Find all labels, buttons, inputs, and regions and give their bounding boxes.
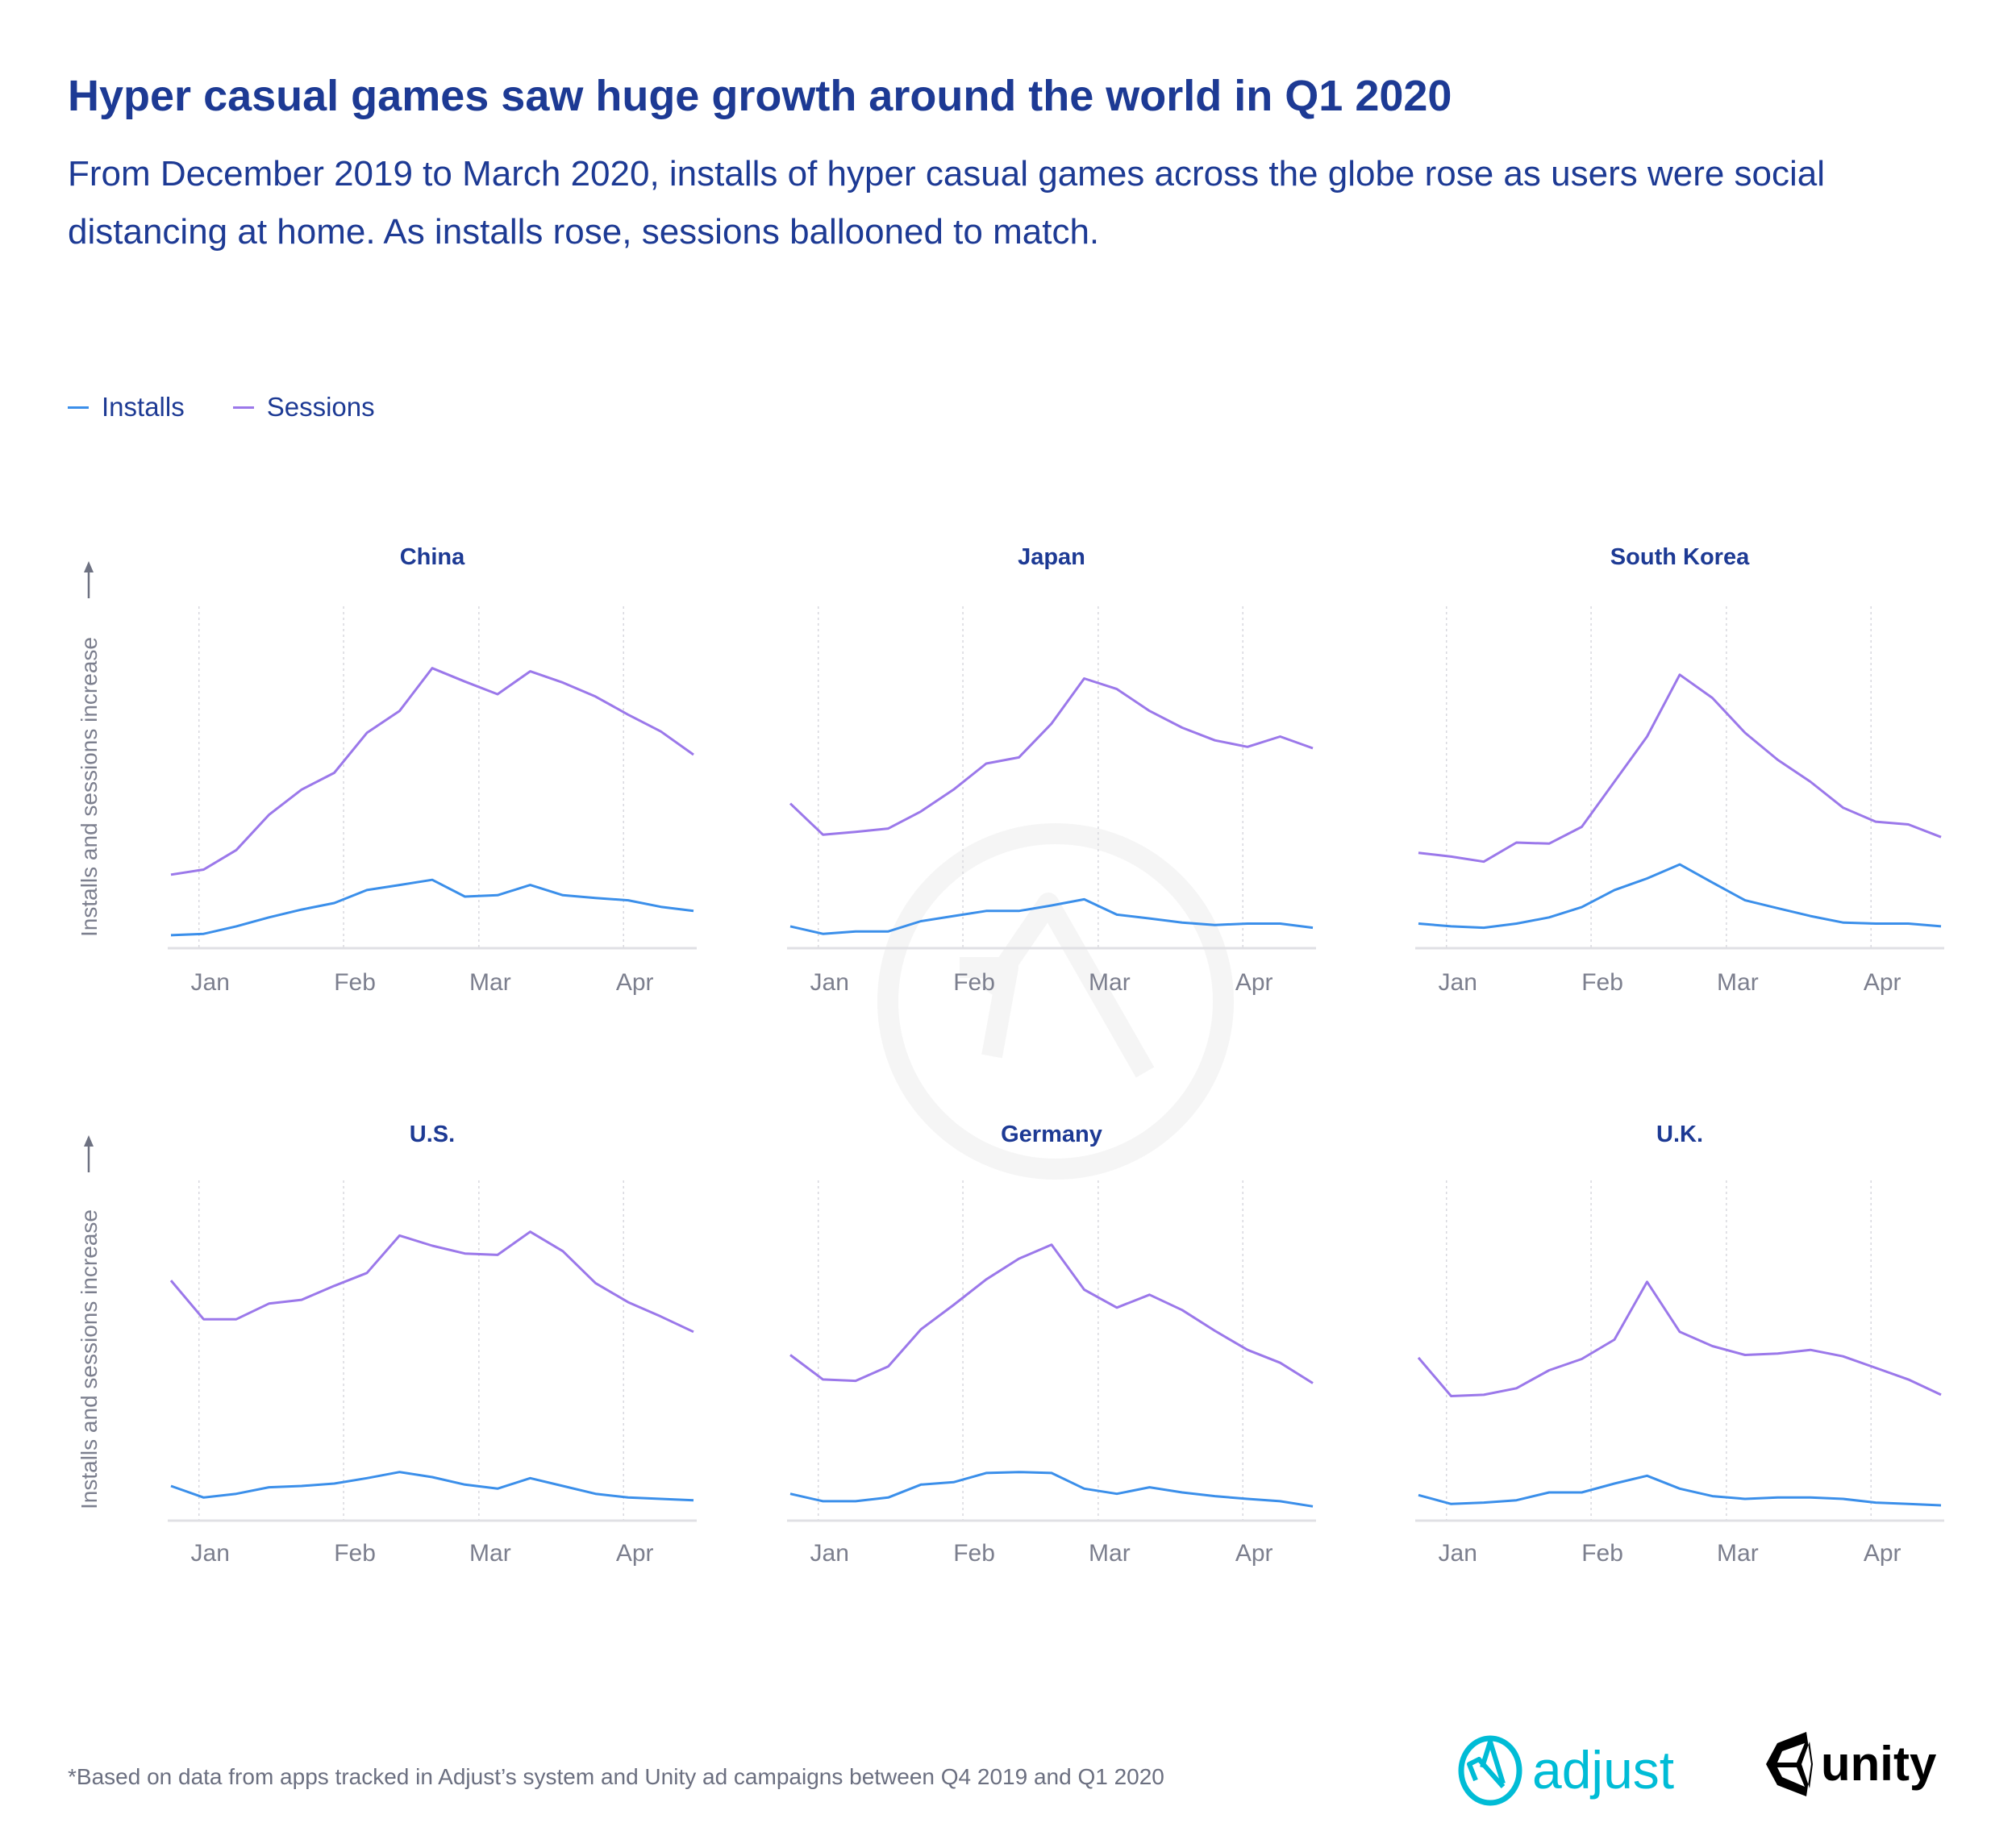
page-subtitle: From December 2019 to March 2020, instal… (68, 154, 1826, 252)
legend-item-installs: Installs (68, 392, 185, 422)
chart-south-korea: South Korea Jan Feb Mar Apr (1415, 544, 1944, 996)
legend: Installs Sessions (68, 392, 375, 422)
series-line-sessions (1417, 1280, 1942, 1397)
x-tick-label: Mar (469, 1540, 511, 1567)
series-line-installs (789, 1471, 1314, 1508)
x-tick-label: Jan (191, 969, 230, 996)
x-tick-label: Feb (1581, 1540, 1623, 1567)
x-tick-label: Mar (1717, 1540, 1759, 1567)
series-line-installs (170, 878, 694, 937)
chart-u-s-: U.S. Jan Feb Mar Apr Installs and sessions in… (77, 1122, 697, 1567)
footnote: *Based on data from apps tracked in Adju… (68, 1764, 1164, 1789)
x-tick-label: Jan (1439, 1540, 1477, 1567)
x-tick-label: Jan (1439, 969, 1477, 996)
series-line-sessions (170, 667, 694, 876)
chart-title: South Korea (1610, 544, 1750, 570)
chart-title: Germany (1001, 1122, 1102, 1147)
arrow-head-icon (84, 561, 94, 572)
chart-japan: Japan Jan Feb Mar Apr (787, 544, 1316, 996)
series-line-installs (789, 897, 1314, 935)
x-tick-label: Mar (1089, 969, 1131, 996)
legend-swatch-sessions (232, 406, 254, 409)
x-tick-label: Feb (334, 969, 376, 996)
series-line-sessions (789, 677, 1314, 836)
x-tick-label: Apr (1864, 1540, 1901, 1567)
legend-label: Installs (102, 392, 185, 422)
adjust-logo: adjust (1458, 1732, 1692, 1813)
x-tick-label: Feb (953, 969, 995, 996)
chart-title: Japan (1018, 544, 1085, 570)
x-tick-label: Apr (1864, 969, 1901, 996)
x-tick-label: Jan (810, 1540, 849, 1567)
x-tick-label: Apr (616, 969, 654, 996)
x-tick-label: Jan (191, 1540, 230, 1567)
legend-item-sessions: Sessions (232, 392, 375, 422)
arrow-head-icon (84, 1135, 94, 1147)
chart-title: U.K. (1656, 1122, 1703, 1147)
svg-text:adjust: adjust (1532, 1740, 1674, 1800)
series-line-installs (170, 1471, 694, 1502)
x-tick-label: Apr (1235, 1540, 1273, 1567)
unity-logo: unity (1766, 1727, 1960, 1812)
x-tick-label: Feb (1581, 969, 1623, 996)
page-title: Hyper casual games saw huge growth aroun… (68, 72, 1452, 120)
x-tick-label: Apr (616, 1540, 654, 1567)
chart-title: China (400, 544, 465, 570)
legend-swatch-installs (68, 406, 89, 409)
adjust-watermark-icon (877, 823, 1234, 1180)
x-tick-label: Mar (1089, 1540, 1131, 1567)
series-line-sessions (789, 1243, 1314, 1384)
x-tick-label: Mar (1717, 969, 1759, 996)
y-axis-label: Installs and sessions increase (77, 1209, 102, 1509)
legend-label: Sessions (266, 392, 375, 422)
chart-u-k-: U.K. Jan Feb Mar Apr (1415, 1122, 1944, 1567)
chart-china: China Jan Feb Mar Apr Installs and sessions i… (77, 544, 697, 996)
series-line-installs (1418, 863, 1942, 930)
x-tick-label: Apr (1235, 969, 1273, 996)
series-line-installs (1418, 1474, 1942, 1507)
y-axis-label: Installs and sessions increase (77, 637, 102, 937)
chart-germany: Germany Jan Feb Mar Apr (787, 1122, 1316, 1567)
x-tick-label: Feb (334, 1540, 376, 1567)
chart-title: U.S. (410, 1122, 455, 1147)
svg-text:unity: unity (1821, 1737, 1937, 1791)
series-line-sessions (1418, 673, 1942, 864)
x-tick-label: Jan (810, 969, 849, 996)
x-tick-label: Feb (953, 1540, 995, 1567)
x-tick-label: Mar (469, 969, 511, 996)
series-line-sessions (169, 1230, 694, 1334)
